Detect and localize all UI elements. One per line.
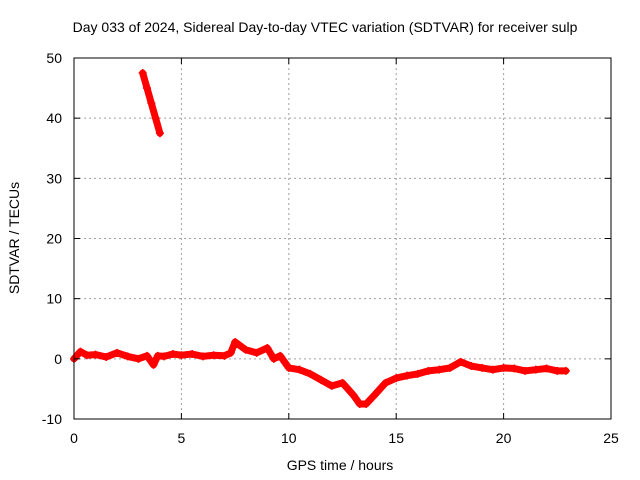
x-tick-label: 5 [178, 430, 186, 446]
data-point [241, 345, 250, 354]
data-point [306, 369, 315, 378]
data-point [295, 365, 304, 374]
data-series [70, 69, 570, 408]
data-point [231, 337, 240, 346]
y-tick-label: 40 [46, 110, 62, 126]
chart-title: Day 033 of 2024, Sidereal Day-to-day VTE… [73, 19, 578, 35]
y-tick-label: 20 [46, 231, 62, 247]
y-tick-labels: -10 0 10 20 30 40 50 [42, 50, 62, 427]
data-point [284, 363, 293, 372]
data-point [338, 378, 347, 387]
data-point [413, 369, 422, 378]
y-tick-label: 50 [46, 50, 62, 66]
data-point [488, 365, 497, 374]
x-tick-label: 0 [70, 430, 78, 446]
series-early-segment [138, 69, 164, 138]
x-tick-label: 15 [388, 430, 404, 446]
data-point [188, 350, 197, 359]
data-point [424, 366, 433, 375]
data-point [91, 350, 100, 359]
data-point [553, 366, 562, 375]
data-point [561, 366, 570, 375]
data-point [478, 363, 487, 372]
y-axis-title: SDTVAR / TECUs [6, 182, 22, 294]
data-point [269, 354, 278, 363]
x-axis-title: GPS time / hours [287, 457, 394, 473]
data-point [143, 351, 152, 360]
data-point [82, 351, 91, 360]
data-point [402, 371, 411, 380]
series-main-segment [70, 337, 570, 408]
data-point [198, 352, 207, 361]
data-point [263, 344, 272, 353]
data-point [456, 357, 465, 366]
x-tick-label: 10 [281, 430, 297, 446]
data-point [177, 351, 186, 360]
data-point [123, 352, 132, 361]
y-tick-label: 0 [54, 351, 62, 367]
data-point [220, 351, 229, 360]
data-point [226, 348, 235, 357]
data-point [510, 364, 519, 373]
data-point [252, 348, 261, 357]
y-tick-label: 30 [46, 170, 62, 186]
data-point [149, 360, 158, 369]
data-point [327, 381, 336, 390]
x-tick-label: 20 [496, 430, 512, 446]
data-point [151, 114, 160, 123]
data-point [147, 99, 156, 108]
data-point [370, 390, 379, 399]
data-point [112, 348, 121, 357]
y-tick-label: -10 [42, 411, 62, 427]
data-point [521, 366, 530, 375]
data-point [531, 365, 540, 374]
data-point [102, 353, 111, 362]
data-point [542, 364, 551, 373]
data-point [276, 351, 285, 360]
data-point [76, 347, 85, 356]
data-point [362, 399, 371, 408]
data-point [435, 365, 444, 374]
data-point [499, 363, 508, 372]
data-point [467, 362, 476, 371]
data-point [138, 69, 147, 78]
data-point [168, 350, 177, 359]
axis-ticks [73, 57, 612, 420]
data-point [445, 363, 454, 372]
y-tick-label: 10 [46, 291, 62, 307]
x-tick-label: 25 [603, 430, 619, 446]
data-point [143, 84, 152, 93]
data-point [155, 129, 164, 138]
data-point [317, 375, 326, 384]
data-point [381, 378, 390, 387]
data-point [160, 352, 169, 361]
data-point [209, 351, 218, 360]
data-point [349, 390, 358, 399]
x-tick-labels: 0 5 10 15 20 25 [70, 430, 619, 446]
data-point [392, 374, 401, 383]
data-point [134, 354, 143, 363]
